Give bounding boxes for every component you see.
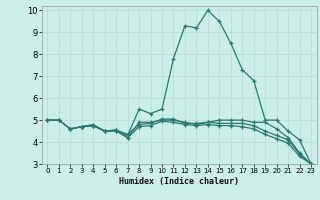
X-axis label: Humidex (Indice chaleur): Humidex (Indice chaleur) (119, 177, 239, 186)
